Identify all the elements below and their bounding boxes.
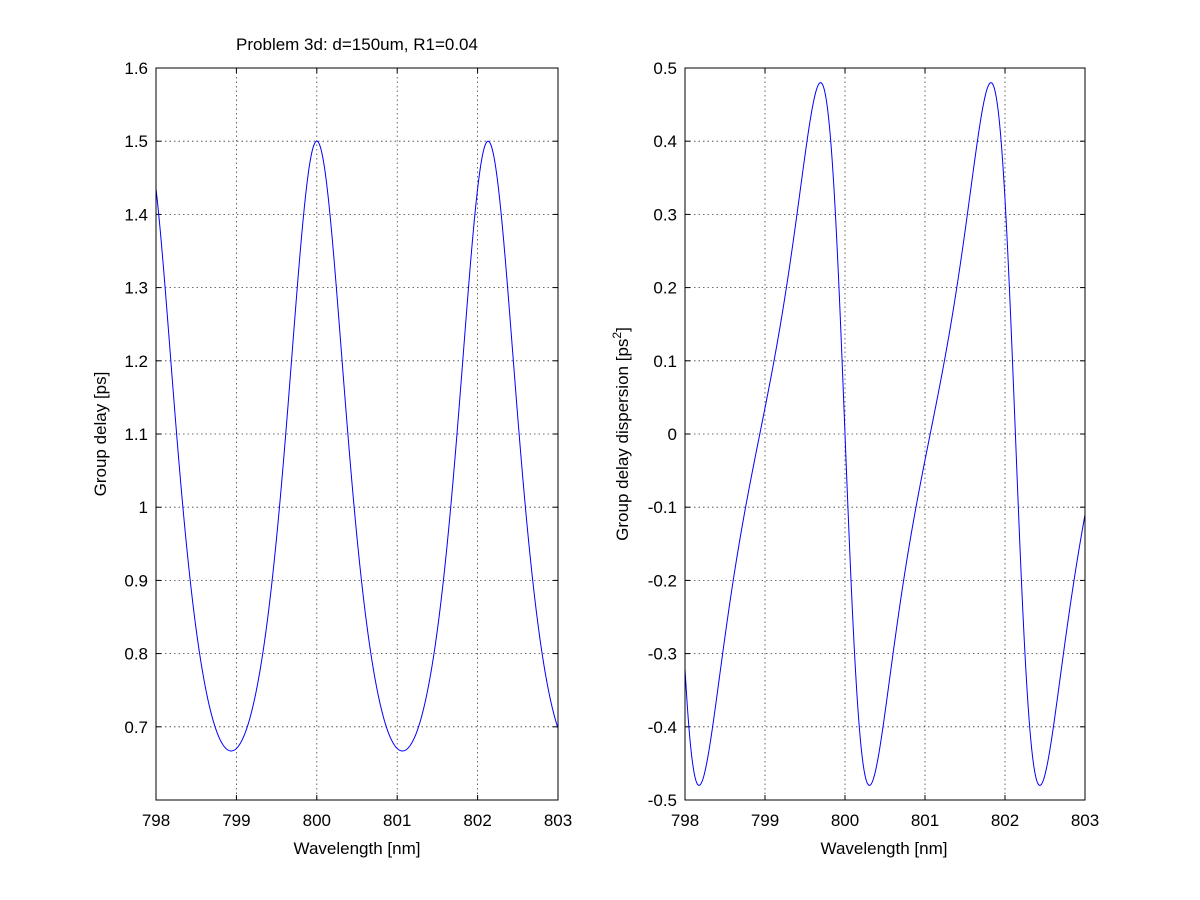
y-tick-label: 1.5: [124, 132, 148, 151]
x-tick-label: 800: [303, 811, 331, 830]
x-tick-label: 802: [991, 811, 1019, 830]
right-xlabel: Wavelength [nm]: [821, 839, 948, 858]
x-tick-label: 801: [911, 811, 939, 830]
right-axes: 798 799 800 801 802 803 -0.5 -0.4 -0.3 -0.2 -0.1 0 0…: [648, 59, 1099, 830]
x-tick-label: 798: [671, 811, 699, 830]
plot-area: [156, 68, 558, 800]
y-tick-label: 1.3: [124, 279, 148, 298]
y-tick-label: -0.3: [648, 645, 677, 664]
x-tick-label: 801: [383, 811, 411, 830]
left-axes: 798 799 800 801 802 803 0.7 0.8 0.9 1 1.1 1.2 1.3 1.4…: [124, 59, 572, 830]
y-tick-label: -0.1: [648, 498, 677, 517]
y-tick-label: 1.4: [124, 205, 148, 224]
series-line: [155, 140, 559, 752]
left-chart-title: Problem 3d: d=150um, R1=0.04: [236, 35, 478, 54]
y-tick-label: 0.9: [124, 571, 148, 590]
y-tick-label: 0.1: [653, 352, 677, 371]
x-tick-label: 800: [831, 811, 859, 830]
y-tick-label: 0.4: [653, 132, 677, 151]
right-ylabel-sup: 2: [610, 332, 624, 339]
axes-box: [684, 67, 1086, 801]
y-tick-label: 0: [668, 425, 677, 444]
y-tick-label: 0.3: [653, 205, 677, 224]
left-xlabel: Wavelength [nm]: [294, 839, 421, 858]
y-tick-label: 0.7: [124, 718, 148, 737]
x-tick-label: 803: [544, 811, 572, 830]
x-tick-label: 803: [1071, 811, 1099, 830]
y-tick-label: 0.2: [653, 279, 677, 298]
x-tick-label: 802: [463, 811, 491, 830]
x-tick-label: 798: [142, 811, 170, 830]
x-tick-label: 799: [222, 811, 250, 830]
y-tick-label: 1.1: [124, 425, 148, 444]
y-tick-label: 1.2: [124, 352, 148, 371]
y-tick-label: 1: [139, 498, 148, 517]
y-tick-label: -0.5: [648, 791, 677, 810]
y-tick-label: -0.2: [648, 571, 677, 590]
right-ylabel: Group delay dispersion [ps2]: [610, 327, 632, 541]
series-line: [684, 82, 1086, 786]
axes-box: [155, 67, 559, 801]
right-ylabel-main: Group delay dispersion [ps: [613, 339, 632, 541]
y-tick-label: 0.8: [124, 645, 148, 664]
y-tick-label: 1.6: [124, 59, 148, 78]
y-tick-label: 0.5: [653, 59, 677, 78]
y-tick-label: -0.4: [648, 718, 677, 737]
x-tick-label: 799: [751, 811, 779, 830]
right-ylabel-end: ]: [613, 327, 632, 332]
left-ylabel: Group delay [ps]: [91, 372, 110, 497]
